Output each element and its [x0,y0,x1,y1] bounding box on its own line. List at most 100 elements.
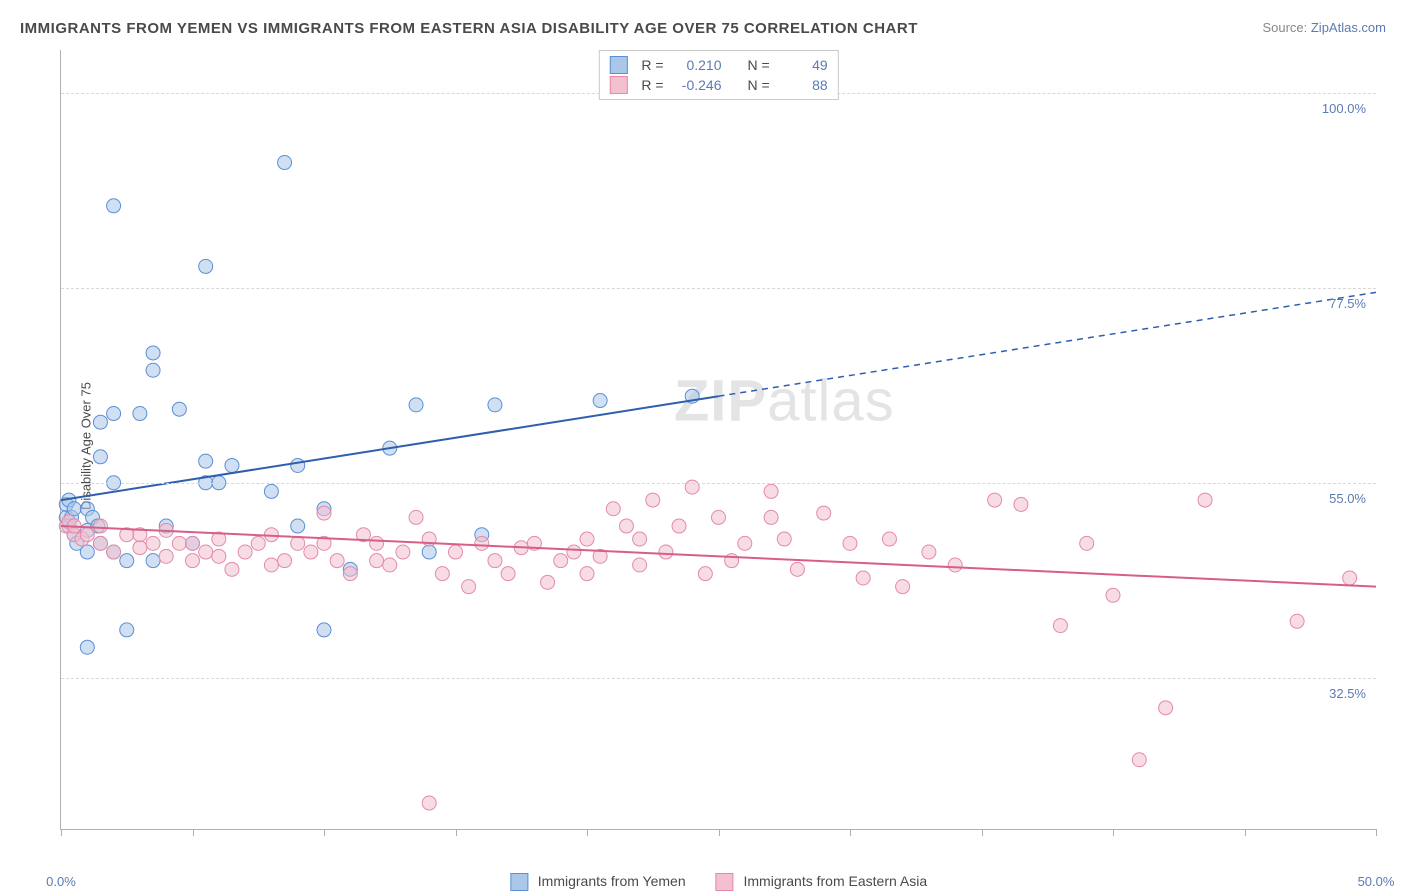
n-label-1: N = [748,77,770,93]
data-point-series-1 [922,545,936,559]
data-point-series-0 [107,407,121,421]
legend-row-series-0: R = 0.210 N = 49 [609,55,827,75]
data-point-series-0 [80,545,94,559]
data-point-series-1 [278,554,292,568]
gridline [61,288,1376,289]
data-point-series-1 [93,519,107,533]
data-point-series-1 [1343,571,1357,585]
legend-swatch-bottom-1 [716,873,734,891]
data-point-series-1 [1290,614,1304,628]
data-point-series-1 [619,519,633,533]
x-tick [1113,829,1114,836]
x-tick [719,829,720,836]
data-point-series-1 [580,567,594,581]
data-point-series-1 [107,545,121,559]
source-attribution: Source: ZipAtlas.com [1262,20,1386,35]
data-point-series-1 [264,558,278,572]
data-point-series-1 [488,554,502,568]
data-point-series-1 [422,796,436,810]
r-value-0: 0.210 [672,57,722,73]
x-tick [1376,829,1377,836]
data-point-series-1 [790,562,804,576]
data-point-series-1 [186,554,200,568]
data-point-series-1 [462,580,476,594]
data-point-series-1 [633,558,647,572]
data-point-series-0 [107,199,121,213]
data-point-series-0 [93,415,107,429]
x-min-label: 0.0% [46,874,76,889]
legend-swatch-1 [609,76,627,94]
data-point-series-0 [409,398,423,412]
legend-swatch-0 [609,56,627,74]
data-point-series-0 [133,407,147,421]
data-point-series-1 [698,567,712,581]
data-point-series-0 [120,623,134,637]
data-point-series-1 [554,554,568,568]
data-point-series-0 [146,363,160,377]
data-point-series-1 [580,532,594,546]
data-point-series-1 [172,536,186,550]
data-point-series-1 [330,554,344,568]
r-value-1: -0.246 [672,77,722,93]
data-point-series-0 [120,554,134,568]
data-point-series-1 [896,580,910,594]
source-link[interactable]: ZipAtlas.com [1311,20,1386,35]
y-tick-label: 32.5% [1329,686,1366,701]
y-tick-label: 100.0% [1322,101,1366,116]
data-point-series-1 [80,528,94,542]
data-point-series-1 [435,567,449,581]
data-point-series-0 [225,458,239,472]
x-tick [1245,829,1246,836]
data-point-series-1 [567,545,581,559]
data-point-series-1 [843,536,857,550]
data-point-series-1 [343,567,357,581]
x-tick [456,829,457,836]
data-point-series-0 [278,156,292,170]
data-point-series-1 [212,549,226,563]
y-tick-label: 55.0% [1329,491,1366,506]
gridline [61,483,1376,484]
data-point-series-1 [238,545,252,559]
data-point-series-1 [738,536,752,550]
data-point-series-1 [475,536,489,550]
data-point-series-1 [146,536,160,550]
data-point-series-1 [370,536,384,550]
y-tick-label: 77.5% [1329,296,1366,311]
data-point-series-0 [146,346,160,360]
x-tick [61,829,62,836]
trend-line-solid-0 [61,396,719,500]
data-point-series-1 [1198,493,1212,507]
data-point-series-1 [606,502,620,516]
data-point-series-0 [291,519,305,533]
data-point-series-1 [712,510,726,524]
trend-line-solid-1 [61,526,1376,587]
data-point-series-1 [93,536,107,550]
chart-svg [61,50,1376,829]
source-label: Source: [1262,20,1310,35]
r-label-0: R = [641,57,663,73]
data-point-series-1 [449,545,463,559]
data-point-series-1 [133,541,147,555]
data-point-series-0 [317,623,331,637]
n-value-0: 49 [778,57,828,73]
chart-container: IMMIGRANTS FROM YEMEN VS IMMIGRANTS FROM… [20,20,1386,872]
data-point-series-1 [1159,701,1173,715]
data-point-series-1 [370,554,384,568]
data-point-series-0 [199,259,213,273]
series-name-0: Immigrants from Yemen [538,873,686,889]
data-point-series-1 [251,536,265,550]
gridline [61,678,1376,679]
chart-title: IMMIGRANTS FROM YEMEN VS IMMIGRANTS FROM… [20,20,1386,37]
correlation-legend: R = 0.210 N = 49 R = -0.246 N = 88 [598,50,838,100]
data-point-series-1 [159,549,173,563]
data-point-series-1 [672,519,686,533]
data-point-series-1 [501,567,515,581]
data-point-series-1 [882,532,896,546]
data-point-series-1 [817,506,831,520]
x-max-label: 50.0% [1358,874,1395,889]
plot-area: ZIPatlas R = 0.210 N = 49 R = -0.246 N =… [60,50,1376,830]
data-point-series-1 [646,493,660,507]
data-point-series-1 [396,545,410,559]
data-point-series-1 [1106,588,1120,602]
data-point-series-1 [764,510,778,524]
